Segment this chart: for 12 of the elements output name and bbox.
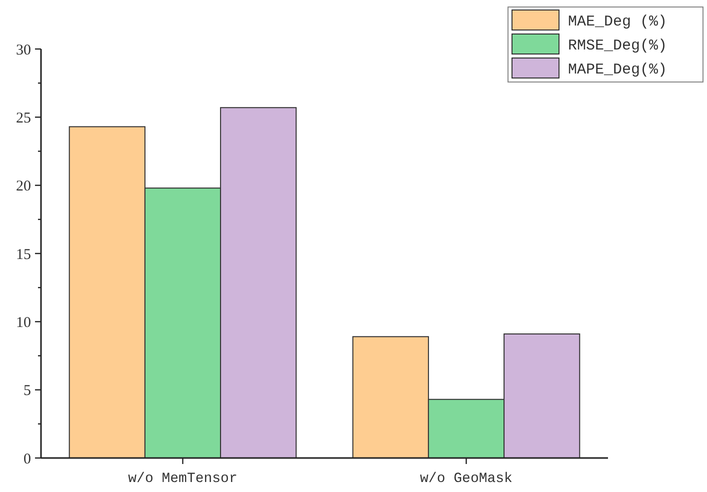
y-tick-label: 30 [16, 42, 31, 58]
legend-label: MAPE_Deg(%) [568, 61, 668, 78]
y-tick-label: 5 [24, 383, 31, 400]
legend-label: RMSE_Deg(%) [568, 37, 668, 54]
y-tick-label: 0 [24, 451, 31, 468]
x-tick-label: w/o MemTensor [128, 471, 238, 487]
y-tick-label: 25 [16, 110, 31, 126]
y-tick-label: 15 [16, 246, 31, 263]
y-tick-label: 10 [16, 314, 31, 331]
x-tick-label: w/o GeoMask [420, 471, 512, 487]
y-tick-label: 20 [16, 178, 31, 195]
legend-label: MAE_Deg (%) [568, 13, 668, 30]
